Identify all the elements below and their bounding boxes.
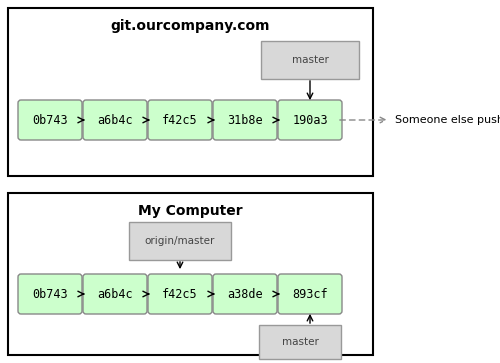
FancyBboxPatch shape bbox=[213, 100, 277, 140]
FancyBboxPatch shape bbox=[278, 100, 342, 140]
FancyBboxPatch shape bbox=[259, 325, 341, 359]
FancyBboxPatch shape bbox=[278, 274, 342, 314]
Text: 0b743: 0b743 bbox=[32, 114, 68, 126]
FancyBboxPatch shape bbox=[129, 222, 231, 260]
Bar bbox=[8, 193, 373, 355]
FancyBboxPatch shape bbox=[261, 41, 359, 79]
Text: a6b4c: a6b4c bbox=[97, 114, 133, 126]
Text: a38de: a38de bbox=[227, 287, 263, 301]
Text: My Computer: My Computer bbox=[138, 204, 243, 218]
FancyBboxPatch shape bbox=[83, 274, 147, 314]
FancyBboxPatch shape bbox=[148, 274, 212, 314]
Text: 31b8e: 31b8e bbox=[227, 114, 263, 126]
FancyBboxPatch shape bbox=[18, 274, 82, 314]
Text: f42c5: f42c5 bbox=[162, 114, 198, 126]
FancyBboxPatch shape bbox=[213, 274, 277, 314]
FancyBboxPatch shape bbox=[83, 100, 147, 140]
Text: Someone else pushes: Someone else pushes bbox=[395, 115, 500, 125]
FancyBboxPatch shape bbox=[148, 100, 212, 140]
FancyBboxPatch shape bbox=[18, 100, 82, 140]
Text: origin/master: origin/master bbox=[145, 236, 215, 246]
Text: a6b4c: a6b4c bbox=[97, 287, 133, 301]
Text: 190a3: 190a3 bbox=[292, 114, 328, 126]
Text: master: master bbox=[282, 337, 319, 347]
Text: 0b743: 0b743 bbox=[32, 287, 68, 301]
Text: master: master bbox=[292, 55, 329, 65]
Bar bbox=[8, 8, 373, 176]
Text: git.ourcompany.com: git.ourcompany.com bbox=[111, 19, 270, 33]
Text: f42c5: f42c5 bbox=[162, 287, 198, 301]
Text: 893cf: 893cf bbox=[292, 287, 328, 301]
